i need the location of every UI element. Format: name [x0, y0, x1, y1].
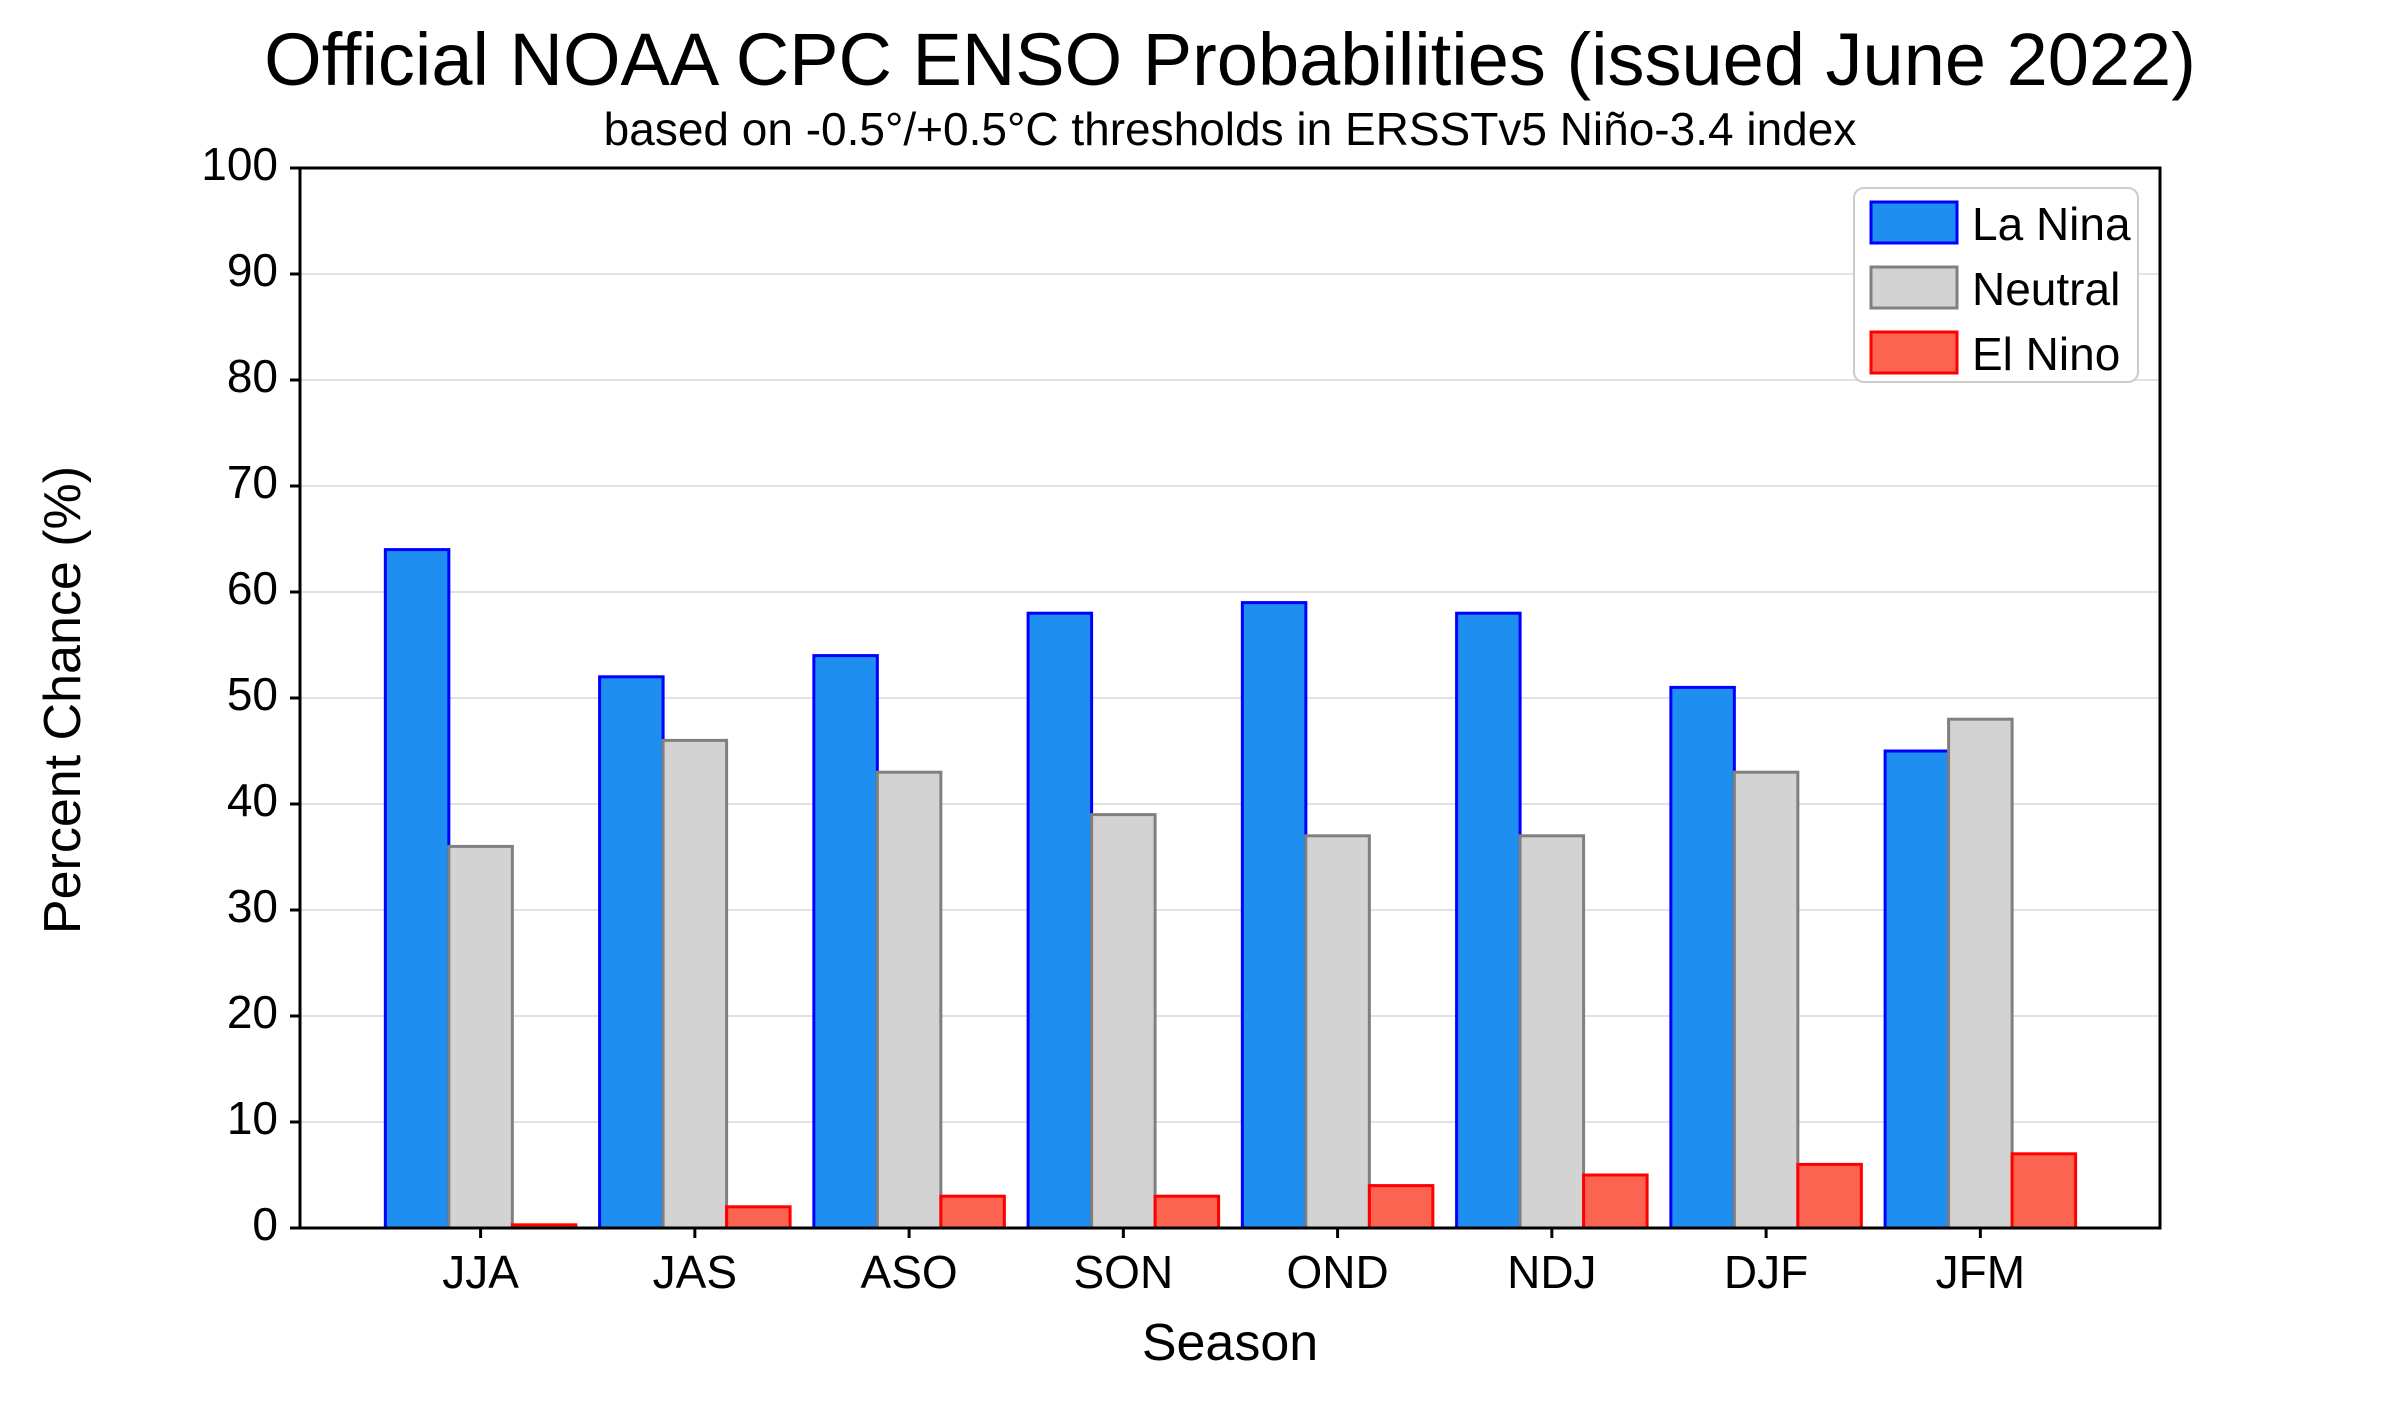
svg-text:El Nino: El Nino [1972, 328, 2120, 380]
svg-text:20: 20 [227, 986, 278, 1038]
svg-text:30: 30 [227, 880, 278, 932]
svg-text:70: 70 [227, 456, 278, 508]
svg-text:Official NOAA CPC ENSO Probabi: Official NOAA CPC ENSO Probabilities (is… [264, 18, 2196, 101]
svg-text:0: 0 [252, 1198, 278, 1250]
svg-text:Season: Season [1142, 1314, 1318, 1372]
svg-text:SON: SON [1074, 1246, 1174, 1298]
svg-text:Neutral: Neutral [1972, 263, 2120, 315]
svg-text:80: 80 [227, 350, 278, 402]
svg-text:50: 50 [227, 668, 278, 720]
svg-text:10: 10 [227, 1092, 278, 1144]
svg-text:La Nina: La Nina [1972, 198, 2131, 250]
svg-text:Percent Chance (%): Percent Chance (%) [34, 466, 92, 934]
svg-text:OND: OND [1286, 1246, 1388, 1298]
svg-text:based on -0.5°/+0.5°C threshol: based on -0.5°/+0.5°C thresholds in ERSS… [604, 103, 1857, 155]
svg-text:90: 90 [227, 244, 278, 296]
svg-text:DJF: DJF [1724, 1246, 1808, 1298]
svg-text:ASO: ASO [861, 1246, 958, 1298]
svg-text:NDJ: NDJ [1507, 1246, 1596, 1298]
svg-text:40: 40 [227, 774, 278, 826]
svg-text:100: 100 [201, 138, 278, 190]
svg-text:JJA: JJA [442, 1246, 519, 1298]
svg-text:JAS: JAS [653, 1246, 737, 1298]
svg-text:60: 60 [227, 562, 278, 614]
svg-text:JFM: JFM [1936, 1246, 2025, 1298]
